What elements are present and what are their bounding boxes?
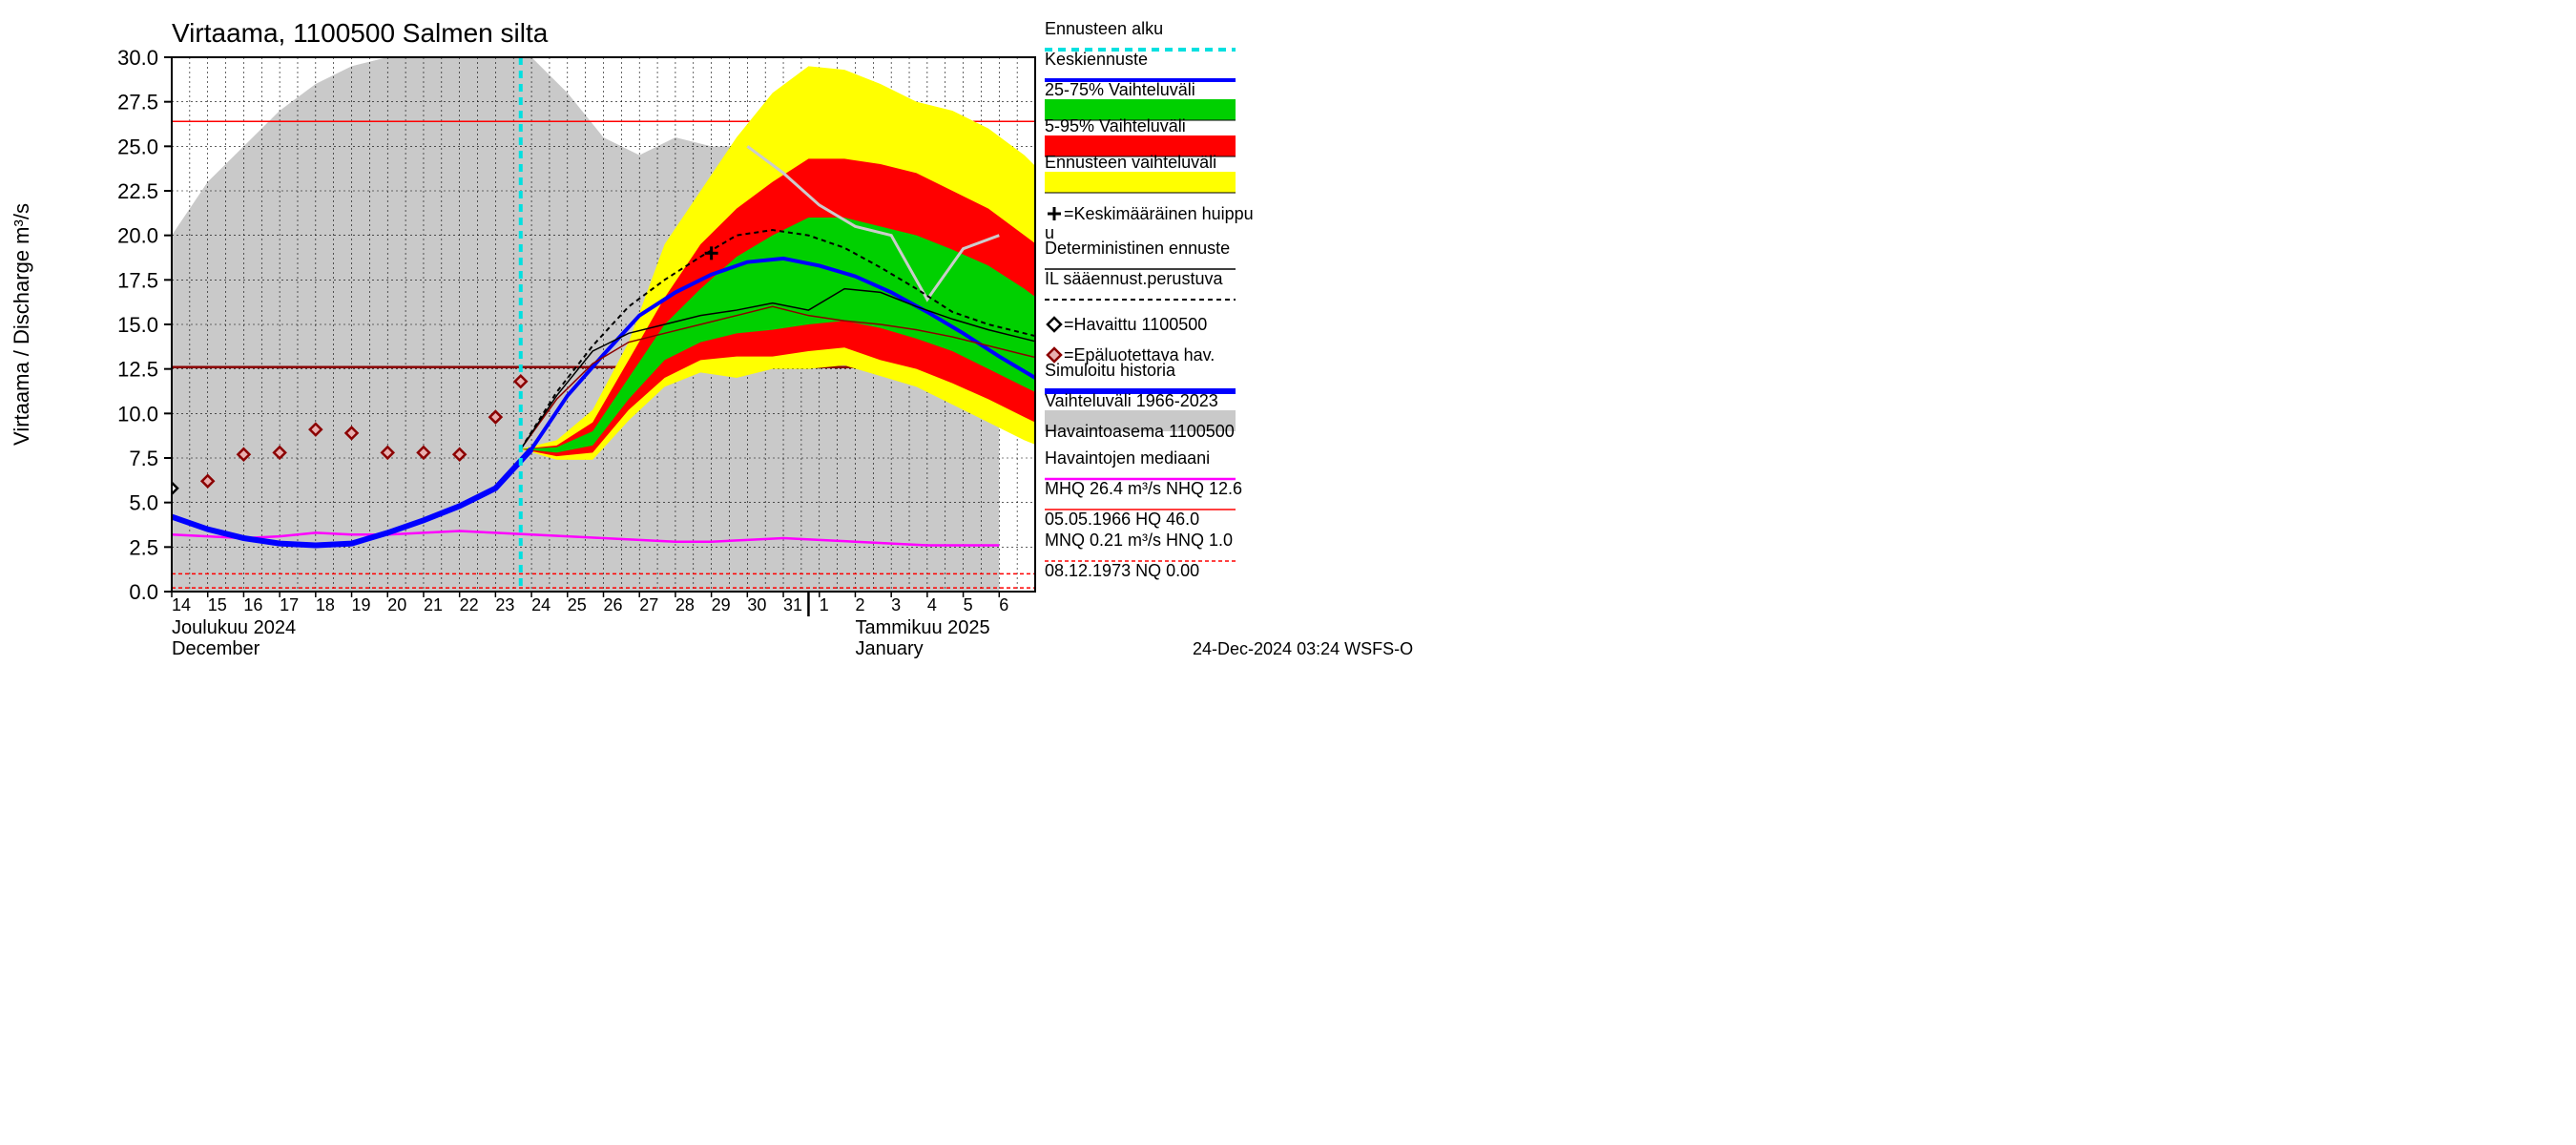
chart-svg: Virtaama, 1100500 Salmen silta Virtaama /… [0,0,1431,687]
xtick-label: 15 [208,595,227,614]
legend-label: Havaintojen mediaani [1045,448,1210,468]
ytick-label: 17.5 [117,268,158,292]
legend-label: Vaihteluväli 1966-2023 [1045,391,1218,410]
ytick-label: 12.5 [117,358,158,382]
legend-sublabel: Havaintoasema 1100500 [1045,422,1235,441]
xtick-label: 31 [783,595,802,614]
ytick-label: 27.5 [117,91,158,114]
legend-label: Ennusteen alku [1045,19,1163,38]
xtick-label: 30 [747,595,766,614]
legend-label: 25-75% Vaihteluväli [1045,80,1195,99]
discharge-forecast-chart: Virtaama, 1100500 Salmen silta Virtaama /… [0,0,1431,687]
legend-diamond [1048,318,1061,331]
xtick-label: 20 [387,595,406,614]
legend-label: =Keskimääräinen huippu [1064,204,1254,223]
ytick-label: 25.0 [117,135,158,158]
legend-label: MHQ 26.4 m³/s NHQ 12.6 [1045,479,1242,498]
xtick-label: 27 [639,595,658,614]
xtick-label: 16 [243,595,262,614]
legend-label: Deterministinen ennuste [1045,239,1230,258]
ytick-label: 10.0 [117,402,158,426]
month-right-1: Tammikuu 2025 [855,617,989,638]
footer-timestamp: 24-Dec-2024 03:24 WSFS-O [1193,639,1413,658]
legend-label: Ennusteen vaihteluväli [1045,153,1216,172]
xtick-label: 26 [604,595,623,614]
legend-label: MNQ 0.21 m³/s HNQ 1.0 [1045,531,1233,550]
legend-label: Simuloitu historia [1045,361,1176,380]
month-left-1: Joulukuu 2024 [172,617,296,638]
xtick-label: 21 [424,595,443,614]
legend-sublabel: 08.12.1973 NQ 0.00 [1045,561,1199,580]
legend-label: Keskiennuste [1045,50,1148,69]
ytick-label: 0.0 [129,580,158,604]
ytick-label: 22.5 [117,179,158,203]
xtick-label: 6 [999,595,1008,614]
month-right-2: January [855,638,923,659]
legend-swatch [1045,172,1236,193]
y-axis-label: Virtaama / Discharge m³/s [10,203,33,446]
legend-label: 5-95% Vaihteluväli [1045,116,1186,135]
ytick-label: 5.0 [129,491,158,515]
ytick-label: 15.0 [117,313,158,337]
xtick-label: 22 [460,595,479,614]
xtick-label: 4 [927,595,937,614]
legend-diamond [1048,348,1061,362]
xtick-label: 2 [855,595,864,614]
month-left-2: December [172,638,260,659]
ytick-label: 20.0 [117,224,158,248]
xtick-label: 19 [352,595,371,614]
xtick-label: 25 [568,595,587,614]
xtick-label: 17 [280,595,299,614]
legend-sublabel: 05.05.1966 HQ 46.0 [1045,510,1199,529]
xtick-label: 24 [531,595,551,614]
chart-title: Virtaama, 1100500 Salmen silta [172,18,549,48]
xtick-label: 5 [964,595,973,614]
ytick-label: 7.5 [129,447,158,470]
xtick-label: 14 [172,595,191,614]
ytick-label: 30.0 [117,46,158,70]
xtick-label: 28 [675,595,695,614]
xtick-label: 23 [495,595,514,614]
ytick-label: 2.5 [129,535,158,559]
xtick-label: 3 [891,595,901,614]
legend-label: =Havaittu 1100500 [1064,315,1207,334]
xtick-label: 18 [316,595,335,614]
xtick-label: 1 [820,595,829,614]
xtick-label: 29 [712,595,731,614]
legend-label: IL sääennust.perustuva [1045,269,1223,288]
